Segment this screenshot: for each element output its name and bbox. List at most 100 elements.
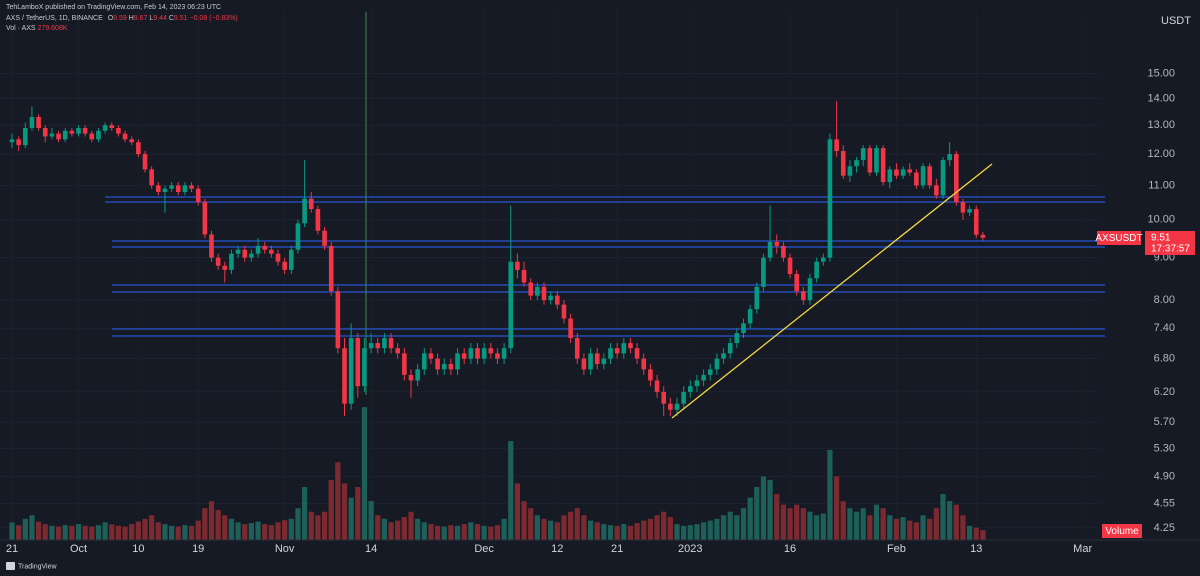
candle-body [528,282,533,296]
volume-bar [142,518,148,540]
volume-bar [175,526,181,540]
volume-bar [621,524,627,540]
y-tick-label: 7.40 [1154,322,1175,334]
candle-body [794,274,799,292]
ohlc-letter: H [129,15,134,22]
x-tick-label: 13 [970,543,982,555]
y-tick-label: 4.55 [1154,497,1175,509]
candle-body [940,160,946,196]
volume-bar [641,520,647,540]
volume-bar [375,515,381,540]
candle-body [568,318,573,339]
volume-bar [435,525,441,540]
candle-body [934,185,939,196]
close-value: 9.51 [174,15,188,22]
candle-body [535,286,540,296]
volume-bar [807,511,813,540]
candle-body [222,265,228,270]
volume-bar [302,487,308,540]
volume-bar [780,504,786,540]
candle-body [701,374,706,381]
volume-bar [754,487,760,540]
volume-bar [328,479,334,540]
volume-bar [627,525,634,540]
candle-body [601,358,607,364]
volume-bar [880,508,886,540]
candle-body [634,348,640,359]
candle-body [195,188,201,203]
candle-body [920,166,926,186]
volume-bar [674,524,680,540]
volume-bar [162,524,168,540]
candle-body [355,338,361,387]
symbol-tag: AXSUSDT [1095,233,1142,244]
axes: 4.254.554.905.305.706.206.807.408.009.00… [6,68,1175,555]
candle-body [747,309,753,324]
candle-body [761,257,766,287]
volume-tag: Volume [1105,526,1139,537]
candle-body [382,338,387,349]
candle-body [900,169,906,176]
symbol-tag-bg [1097,231,1141,245]
candle-body [215,257,221,266]
volume-bar [361,407,368,540]
volume-bar [49,525,55,540]
volume-bar [222,515,228,540]
volume-bar [335,462,341,540]
volume-bar [740,508,747,540]
candle-body [954,154,959,203]
volume-bar [647,518,653,540]
volume-bar [202,508,208,540]
volume-bar [747,497,753,540]
volume-bar [853,511,860,540]
y-tick-label: 12.00 [1147,148,1175,160]
candle-body [448,363,454,370]
volume-bar [814,515,820,540]
volume-bar [488,526,494,540]
candle-body [29,116,35,128]
volume-bar [169,525,175,540]
symbol: AXS / TetherUS, 1D, BINANCE [6,15,103,22]
ohlc-letter: L [149,15,153,22]
volume-bar [514,483,520,540]
high-value: 9.67 [134,15,148,22]
open-value: 9.59 [113,15,127,22]
x-tick-label: Oct [70,543,87,555]
y-tick-label: 10.00 [1147,214,1175,226]
candle-body [335,291,341,349]
candle-body [807,278,813,301]
candle-body [162,188,168,192]
volume-bar [900,517,906,540]
volume-bar [208,501,215,540]
candle-body [175,185,181,192]
volume-bar [661,511,667,540]
volume-bar [800,508,806,540]
candle-body [422,353,427,370]
volume-bar [893,518,900,540]
candle-body [302,198,307,224]
candle-body [907,169,913,173]
candle-body [488,348,494,354]
volume-bar [268,525,274,540]
volume-bar [541,518,547,540]
volume-bar [16,525,22,540]
candle-body [149,169,154,186]
volume-bar [355,487,361,540]
volume-bar [820,513,826,540]
volume-bar [22,518,28,540]
volume-bar [461,524,467,540]
candle-body [648,369,653,381]
volume-bar [953,504,959,540]
candle-body [441,363,447,370]
volume-bar [235,522,241,540]
candle-body [262,245,267,250]
volume-bar [348,497,354,540]
candle-body [129,139,134,143]
candle-body [515,261,520,270]
candle-body [860,148,866,161]
volume-bar [947,501,953,540]
volume-bar [401,517,407,540]
volume-bar [548,520,554,540]
candle-body [967,209,972,213]
volume-bar [454,525,461,540]
